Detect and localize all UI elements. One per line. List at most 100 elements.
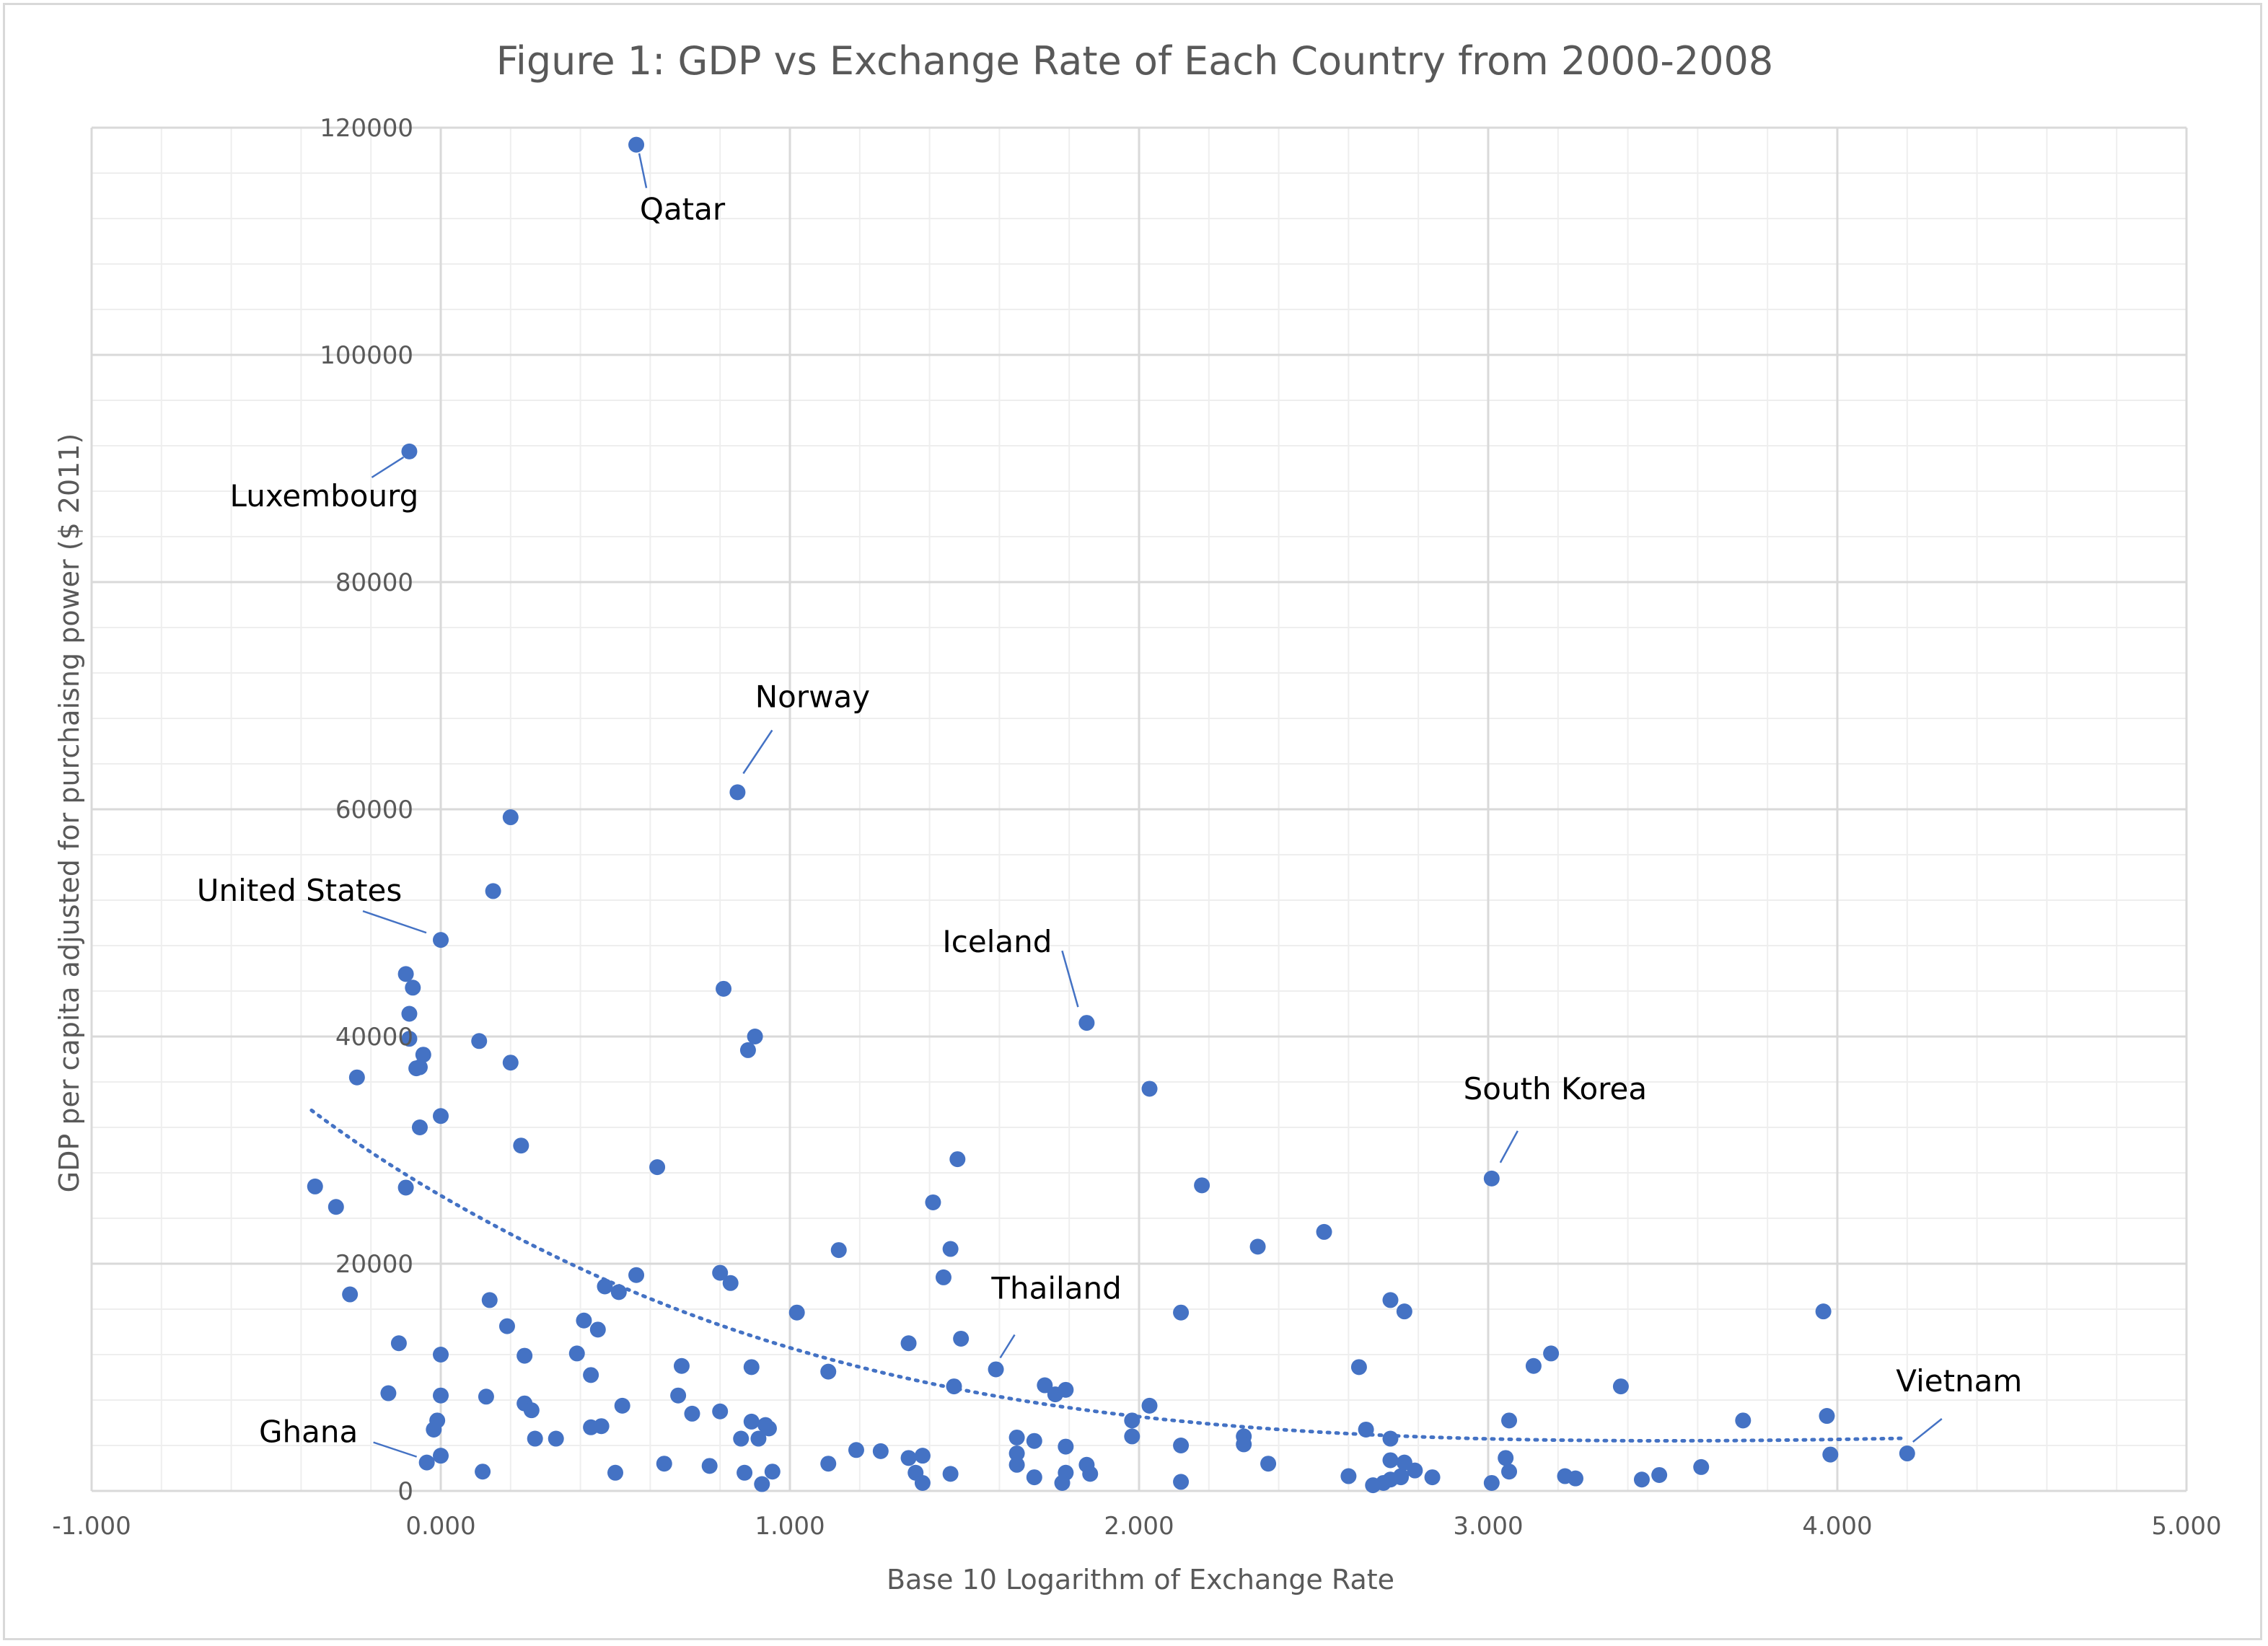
y-tick-label: 40000 <box>335 1023 413 1052</box>
data-point <box>712 1403 729 1420</box>
data-point <box>1316 1223 1332 1240</box>
data-point <box>733 1430 750 1447</box>
data-point <box>498 1318 515 1334</box>
data-point <box>1822 1446 1839 1463</box>
data-point <box>1651 1466 1668 1483</box>
data-point <box>418 1454 435 1471</box>
data-point <box>1037 1377 1053 1394</box>
data-point <box>1124 1412 1140 1429</box>
data-point <box>405 980 421 996</box>
annotation-label: United States <box>197 873 402 908</box>
data-point <box>925 1194 941 1210</box>
data-point <box>433 1387 449 1404</box>
x-tick-label: 1.000 <box>755 1512 825 1541</box>
data-point <box>307 1178 323 1194</box>
annotation-labels: Qatar Luxembourg Norway United States Icelan… <box>197 192 2023 1450</box>
data-point <box>471 1033 488 1049</box>
annotation-label: Qatar <box>640 192 726 227</box>
x-tick-label: 3.000 <box>1453 1512 1523 1541</box>
data-point <box>1054 1474 1071 1491</box>
data-point <box>750 1430 767 1447</box>
data-point <box>747 1029 763 1044</box>
data-point <box>737 1464 753 1481</box>
data-point <box>607 1464 623 1481</box>
data-point <box>1382 1430 1399 1447</box>
data-point <box>502 809 519 826</box>
data-point <box>433 1347 449 1363</box>
x-tick-label: -1.000 <box>52 1512 131 1541</box>
data-point <box>1078 1015 1095 1031</box>
data-point <box>1382 1452 1399 1469</box>
data-point <box>656 1456 672 1472</box>
data-point <box>1173 1304 1190 1321</box>
data-point <box>527 1430 543 1447</box>
x-axis-title: Base 10 Logarithm of Exchange Rate <box>887 1564 1394 1596</box>
data-point <box>610 1284 627 1300</box>
data-point <box>517 1347 533 1364</box>
annotation-label: Ghana <box>259 1414 358 1450</box>
annotation-leader <box>1499 1130 1518 1163</box>
data-point <box>1393 1469 1409 1486</box>
data-point <box>988 1361 1004 1378</box>
data-point <box>1236 1436 1252 1453</box>
data-point <box>914 1448 931 1464</box>
data-point <box>475 1464 491 1480</box>
data-point <box>548 1430 564 1447</box>
data-point <box>820 1456 837 1472</box>
data-point <box>1498 1450 1514 1466</box>
data-point <box>1525 1357 1542 1374</box>
data-point <box>872 1443 889 1459</box>
annotation-label: Luxembourg <box>230 478 419 514</box>
y-tick-label: 20000 <box>335 1250 413 1279</box>
data-point <box>743 1413 760 1430</box>
data-point <box>408 1060 425 1077</box>
data-point <box>900 1335 917 1352</box>
data-point <box>401 443 418 459</box>
data-point <box>820 1363 837 1380</box>
data-point <box>1543 1345 1560 1362</box>
trendline-layer <box>309 1108 1909 1443</box>
data-point <box>1407 1462 1423 1479</box>
data-point <box>348 1069 365 1086</box>
data-point <box>426 1421 442 1438</box>
data-point <box>942 1466 959 1482</box>
data-point <box>568 1345 585 1362</box>
data-point <box>953 1330 970 1347</box>
y-tick-label: 80000 <box>335 568 413 597</box>
data-point <box>1501 1464 1518 1480</box>
data-point <box>589 1321 606 1338</box>
data-point <box>1819 1408 1835 1425</box>
data-point <box>1612 1378 1629 1395</box>
x-tick-label: 0.000 <box>405 1512 475 1541</box>
data-point <box>1365 1477 1381 1494</box>
data-point <box>1899 1445 1915 1462</box>
data-point <box>754 1476 770 1492</box>
data-point <box>900 1450 917 1466</box>
tick-labels: -1.000 0.000 1.000 2.000 3.000 4.000 5.000 0 200… <box>52 114 2221 1541</box>
data-point <box>401 1005 418 1022</box>
data-point <box>411 1119 428 1135</box>
data-point <box>1141 1081 1158 1097</box>
data-point <box>1173 1438 1190 1453</box>
data-point <box>1382 1292 1399 1308</box>
data-point <box>1568 1470 1583 1487</box>
data-point <box>760 1420 777 1437</box>
data-point <box>788 1304 805 1321</box>
data-point <box>942 1241 959 1257</box>
data-point <box>1047 1386 1063 1403</box>
data-point <box>673 1357 690 1374</box>
data-point <box>1008 1445 1025 1462</box>
data-point <box>397 1179 414 1196</box>
chart-title: Figure 1: GDP vs Exchange Rate of Each C… <box>496 38 1774 84</box>
data-point <box>1124 1428 1140 1445</box>
data-point <box>1026 1432 1042 1449</box>
annotation-leader <box>742 729 773 775</box>
data-point <box>390 1335 407 1352</box>
trendline <box>309 1108 1909 1443</box>
data-point <box>628 136 645 153</box>
y-axis-title: GDP per capita adjusted for purchaisng p… <box>53 433 85 1193</box>
annotation-label: South Korea <box>1464 1071 1647 1106</box>
data-point <box>523 1402 540 1419</box>
data-point <box>1358 1421 1374 1438</box>
data-point <box>597 1278 613 1295</box>
